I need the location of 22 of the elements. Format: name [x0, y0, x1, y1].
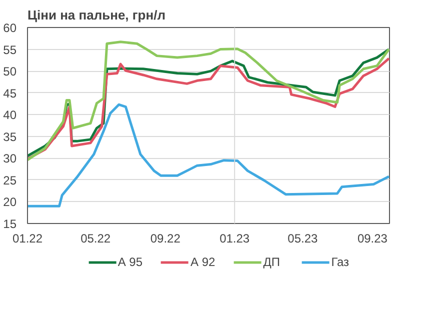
y-tick-label: 50: [3, 64, 17, 79]
line-series: [28, 103, 390, 208]
legend-label: Газ: [331, 255, 350, 269]
y-tick-label: 60: [3, 21, 17, 35]
legend-label: ДП: [263, 255, 281, 269]
y-tick-label: 25: [3, 173, 17, 188]
y-tick-label: 35: [3, 130, 17, 144]
x-tick-label: 09.23: [357, 232, 388, 246]
y-tick-label: 15: [3, 217, 17, 231]
legend-label: А 95: [118, 255, 142, 269]
chart-title: Ціни на пальне, грн/л: [28, 8, 166, 22]
x-tick-label: 01.23: [220, 232, 250, 246]
legend-label: А 92: [190, 255, 216, 269]
y-tick-label: 45: [3, 86, 17, 100]
y-tick-label: 55: [3, 42, 17, 57]
x-tick-label: 09.22: [150, 232, 181, 246]
y-tick-label: 30: [3, 152, 17, 166]
x-tick-label: 05.23: [288, 232, 318, 246]
y-tick-label: 40: [3, 108, 17, 122]
x-tick-label: 05.22: [80, 232, 111, 246]
y-tick-label: 20: [3, 195, 17, 210]
x-tick-label: 01.22: [12, 232, 43, 246]
